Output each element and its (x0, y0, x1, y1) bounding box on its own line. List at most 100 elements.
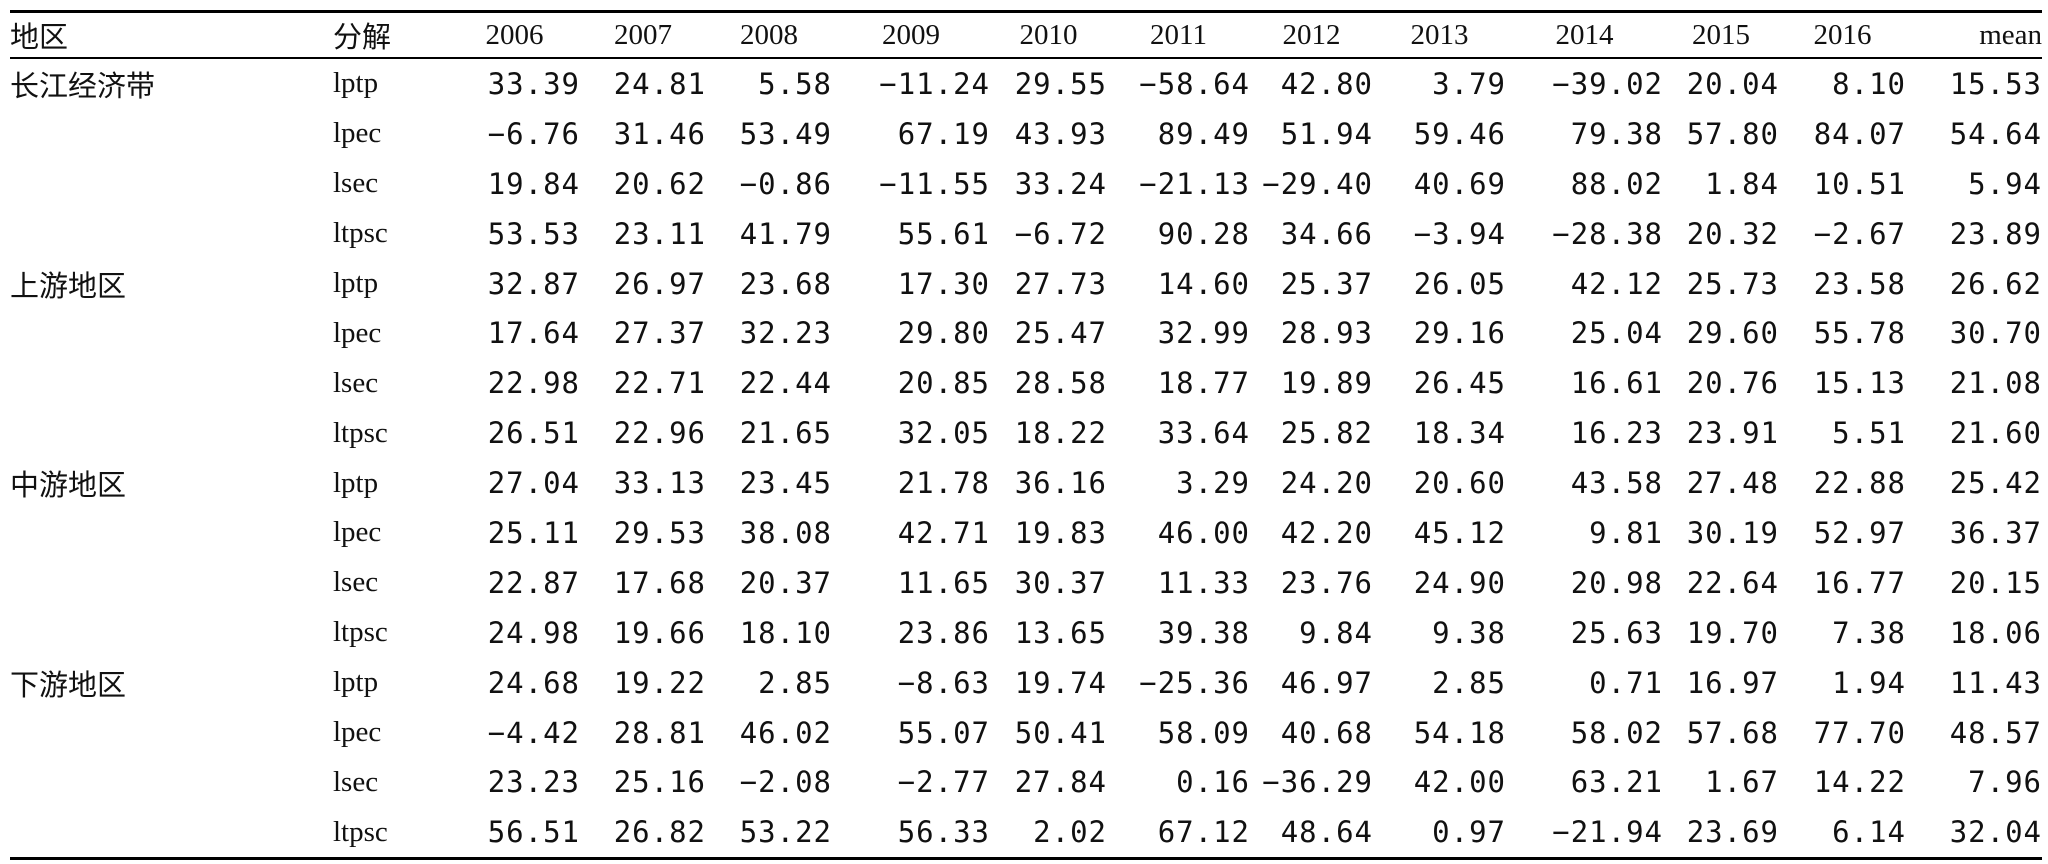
region-cell: 长江经济带 (10, 68, 156, 103)
value-cell: 59.46 (1413, 116, 1506, 151)
value-cell: 67.12 (1107, 807, 1250, 861)
value-cell: 48.64 (1250, 807, 1373, 861)
value-cell: 25.16 (613, 765, 706, 800)
value-cell: 1.84 (1705, 166, 1779, 201)
mean-value-cell: 54.64 (1949, 116, 2042, 151)
table-row: lsec 22.98 22.71 22.44 20.85 28.58 18.77 19.89 2… (10, 358, 2042, 408)
value-cell: 33.24 (1014, 166, 1107, 201)
value-cell: 27.37 (613, 316, 706, 351)
table-row: 长江经济带 lptp 33.39 24.81 5.58 −11.24 29.55 −58.64… (10, 58, 2042, 109)
value-cell: 0.71 (1589, 665, 1663, 700)
value-cell: 23.76 (1280, 565, 1373, 600)
value-cell: 10.51 (1813, 166, 1906, 201)
value-cell: −29.40 (1262, 166, 1373, 201)
value-cell: 36.16 (1014, 466, 1107, 501)
value-cell: 53.22 (706, 807, 832, 861)
value-cell: 23.23 (487, 765, 580, 800)
value-cell: 42.12 (1570, 266, 1663, 301)
value-cell: 46.02 (739, 715, 832, 750)
value-cell: 19.74 (1014, 665, 1107, 700)
mean-value-cell: 26.62 (1949, 266, 2042, 301)
value-cell: 55.61 (897, 216, 990, 251)
decomposition-cell: lpec (333, 716, 382, 749)
value-cell: 55.78 (1813, 316, 1906, 351)
value-cell: 22.96 (613, 416, 706, 451)
value-cell: 21.65 (739, 416, 832, 451)
decomposition-cell: lptp (333, 67, 379, 100)
region-cell (10, 308, 333, 358)
value-cell: 26.05 (1413, 266, 1506, 301)
value-cell: −6.76 (487, 116, 580, 151)
value-cell: 34.66 (1280, 216, 1373, 251)
value-cell: 19.66 (613, 615, 706, 650)
region-cell (10, 358, 333, 408)
decomposition-cell: lsec (333, 366, 379, 399)
mean-value-cell: 36.37 (1949, 515, 2042, 550)
value-cell: 32.05 (897, 416, 990, 451)
table-row: lsec 23.23 25.16 −2.08 −2.77 27.84 0.16 −36.29 4… (10, 757, 2042, 807)
value-cell: 42.80 (1280, 66, 1373, 101)
value-cell: 25.37 (1280, 266, 1373, 301)
value-cell: 25.73 (1686, 266, 1779, 301)
mean-value-cell: 21.60 (1949, 416, 2042, 451)
table-row: ltpsc 53.53 23.11 41.79 55.61 −6.72 90.28 34.66… (10, 209, 2042, 259)
value-cell: 30.19 (1686, 515, 1779, 550)
header-year: 2013 (1373, 10, 1506, 59)
table-row: ltpsc 26.51 22.96 21.65 32.05 18.22 33.64 25.82… (10, 408, 2042, 458)
value-cell: 23.68 (739, 266, 832, 301)
decomposition-cell: lptp (333, 267, 379, 299)
value-cell: 56.33 (832, 807, 990, 861)
value-cell: 20.32 (1686, 216, 1779, 251)
value-cell: 2.85 (758, 665, 832, 700)
value-cell: 11.65 (897, 565, 990, 600)
value-cell: 25.04 (1570, 316, 1663, 351)
header-year: 2008 (706, 10, 832, 59)
value-cell: −11.24 (879, 66, 990, 101)
value-cell: 89.49 (1157, 116, 1250, 151)
value-cell: 25.11 (487, 515, 580, 550)
value-cell: 8.10 (1832, 66, 1906, 101)
value-cell: −3.94 (1413, 216, 1506, 251)
mean-value-cell: 18.06 (1949, 615, 2042, 650)
region-cell (10, 608, 333, 658)
decomposition-cell: lpec (333, 516, 382, 549)
value-cell: 17.30 (897, 266, 990, 301)
value-cell: 24.81 (613, 66, 706, 101)
table-row: lpec 25.11 29.53 38.08 42.71 19.83 46.00 42.20 4… (10, 508, 2042, 558)
decomposition-cell: lptp (333, 666, 379, 699)
value-cell: 11.33 (1157, 565, 1250, 600)
value-cell: −39.02 (1552, 66, 1663, 101)
value-cell: 29.60 (1686, 316, 1779, 351)
value-cell: 55.07 (897, 715, 990, 750)
table-row: 中游地区 lptp 27.04 33.13 23.45 21.78 36.16 3.29 24.… (10, 458, 2042, 508)
header-year: 2009 (832, 10, 990, 59)
value-cell: 46.00 (1157, 515, 1250, 550)
value-cell: 5.58 (758, 66, 832, 101)
mean-value-cell: 7.96 (1968, 765, 2042, 800)
value-cell: 23.45 (739, 466, 832, 501)
value-cell: 27.04 (487, 466, 580, 501)
value-cell: 23.69 (1663, 807, 1779, 861)
value-cell: 38.08 (739, 515, 832, 550)
value-cell: 42.00 (1413, 765, 1506, 800)
decomposition-table: 地区 分解 2006 2007 2008 2009 2010 2011 2012 2013 2014… (10, 10, 2042, 861)
value-cell: 26.97 (613, 266, 706, 301)
value-cell: 17.64 (487, 316, 580, 351)
table-row: ltpsc 56.51 26.82 53.22 56.33 2.02 67.12 48.64 0… (10, 807, 2042, 861)
region-cell (10, 757, 333, 807)
value-cell: 77.70 (1813, 715, 1906, 750)
value-cell: 32.99 (1157, 316, 1250, 351)
value-cell: 3.29 (1176, 466, 1250, 501)
value-cell: 3.79 (1432, 66, 1506, 101)
region-cell: 下游地区 (10, 667, 127, 702)
region-cell (10, 807, 333, 861)
mean-value-cell: 11.43 (1949, 665, 2042, 700)
header-year: 2007 (580, 10, 706, 59)
value-cell: 2.02 (990, 807, 1107, 861)
value-cell: −6.72 (1014, 216, 1107, 251)
value-cell: 29.16 (1413, 316, 1506, 351)
value-cell: 27.84 (1014, 765, 1107, 800)
value-cell: 26.51 (487, 416, 580, 451)
value-cell: 29.55 (1014, 66, 1107, 101)
value-cell: −25.36 (1139, 665, 1250, 700)
